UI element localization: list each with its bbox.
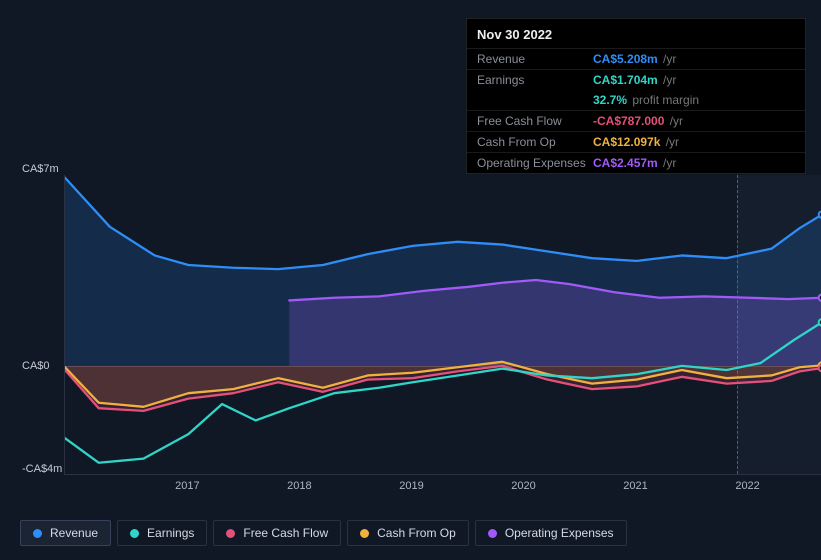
legend-item-label: Revenue [50,526,98,540]
legend-item-label: Earnings [147,526,194,540]
legend-item-cashop[interactable]: Cash From Op [347,520,469,546]
x-axis-tick: 2019 [399,480,423,492]
legend-item-label: Cash From Op [377,526,456,540]
x-axis-tick: 2022 [735,480,759,492]
tooltip-row-value: CA$5.208m /yr [593,52,676,66]
tooltip-row-value: -CA$787.000 /yr [593,114,683,128]
x-axis-tick: 2017 [175,480,199,492]
tooltip-row: EarningsCA$1.704m /yr [467,69,805,90]
y-axis-min-label: -CA$4m [22,463,62,475]
x-axis-tick: 2018 [287,480,311,492]
x-axis-ticks: 2017 2018 2019 2020 2021 2022 [64,480,821,500]
chart-plot-area[interactable] [64,175,821,475]
chart-svg [65,175,821,475]
tooltip-row-label: Earnings [477,73,593,87]
chart-frame: CA$7m CA$0 -CA$4m 2017 2018 2019 2020 2021 20… [16,160,805,490]
x-axis-tick: 2020 [511,480,535,492]
y-axis-max-label: CA$7m [22,163,59,175]
tooltip-row-label: Revenue [477,52,593,66]
chart-legend: Revenue Earnings Free Cash Flow Cash From O… [20,520,627,546]
tooltip-date: Nov 30 2022 [467,19,805,48]
tooltip-row-value: 32.7% profit margin [593,93,699,107]
tooltip-row: 32.7% profit margin [467,90,805,110]
x-axis-tick: 2021 [623,480,647,492]
legend-item-label: Free Cash Flow [243,526,328,540]
y-axis-zero-label: CA$0 [22,360,50,372]
tooltip-row: RevenueCA$5.208m /yr [467,48,805,69]
legend-item-opex[interactable]: Operating Expenses [475,520,627,546]
tooltip-row-label [477,93,593,107]
tooltip-row: Cash From OpCA$12.097k /yr [467,131,805,152]
legend-dot-icon [226,529,235,538]
legend-item-earnings[interactable]: Earnings [117,520,207,546]
legend-dot-icon [488,529,497,538]
legend-dot-icon [360,529,369,538]
tooltip-row-value: CA$12.097k /yr [593,135,679,149]
legend-item-label: Operating Expenses [505,526,614,540]
tooltip-row: Free Cash Flow-CA$787.000 /yr [467,110,805,131]
tooltip-panel: Nov 30 2022 RevenueCA$5.208m /yrEarnings… [466,18,806,174]
legend-dot-icon [130,529,139,538]
legend-dot-icon [33,529,42,538]
tooltip-row-label: Free Cash Flow [477,114,593,128]
tooltip-row-value: CA$1.704m /yr [593,73,676,87]
legend-item-revenue[interactable]: Revenue [20,520,111,546]
legend-item-fcf[interactable]: Free Cash Flow [213,520,341,546]
tooltip-row-label: Cash From Op [477,135,593,149]
